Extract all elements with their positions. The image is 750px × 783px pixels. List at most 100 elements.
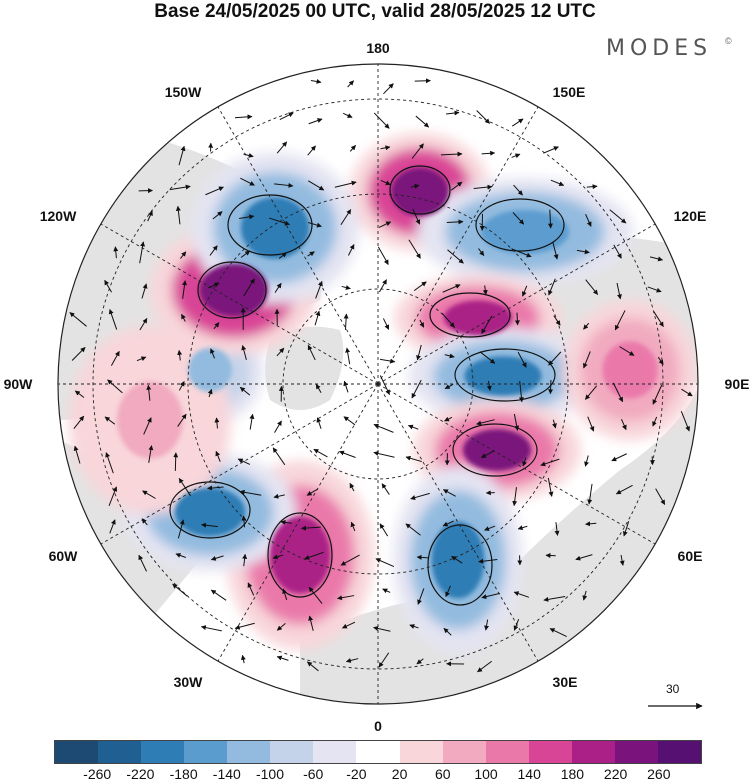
meridian-line [217,383,379,662]
longitude-label: 60E [677,548,703,564]
wind-vector [108,308,118,330]
wind-vector [340,209,352,225]
wind-vector [481,592,500,600]
wind-vector [313,448,328,458]
wind-vector [409,624,419,629]
wind-vector [416,658,424,665]
wind-vector [169,184,191,191]
wind-vector [308,118,323,125]
contour-ring [389,165,451,215]
wind-vector [585,521,597,527]
contour-ring [267,512,333,598]
wind-vector [443,627,452,636]
wind-vector [478,248,485,257]
wind-vector [380,179,391,186]
wind-vector [175,205,181,225]
page-title: Base 24/05/2025 00 UTC, valid 28/05/2025… [154,1,596,22]
wind-vector [575,554,593,561]
wind-vector [239,489,262,496]
wind-vector [307,251,315,257]
wind-vector [553,315,561,326]
contour-ring [169,481,251,539]
wind-vector [349,482,355,492]
meridian-line [377,223,656,385]
wind-vector [139,241,146,264]
wind-vector [380,145,391,151]
wind-vector [307,180,325,191]
wind-vector [405,455,422,463]
wind-vector [213,322,220,330]
latitude-circle [282,288,474,480]
wind-vector [269,217,290,226]
wind-vector [73,445,81,464]
wind-vector [178,477,192,497]
wind-vector [378,652,390,668]
wind-vector [104,279,113,293]
wind-vector [172,583,188,597]
wind-vector [273,493,285,499]
colorbar-swatch [184,741,228,763]
wind-vector [622,521,630,537]
wind-vector [177,519,185,539]
wind-vector [345,658,359,663]
wind-vector [109,519,116,534]
brand-copyright-mark: © [725,36,732,46]
wind-vector [619,554,625,566]
wind-vector [653,311,664,328]
wind-vector [180,251,187,259]
wind-vector [611,453,627,462]
colorbar-tick-label: 180 [560,766,585,782]
wind-vector [205,186,224,196]
wind-vector [481,315,493,334]
longitude-label: 60W [48,548,78,564]
wind-vector [104,416,116,425]
wind-vector [146,384,152,401]
wind-vector [513,591,530,598]
wind-vector [279,112,294,121]
colorbar-swatch [98,741,142,763]
wind-vector [410,492,430,500]
wind-vector [416,554,429,560]
colorbar-tick-label: -60 [303,766,324,782]
wind-vector [314,310,321,326]
colorbar-tick-label: -220 [126,766,155,782]
reference-vector-label: 30 [666,682,680,696]
wind-vector [543,596,566,602]
wind-vector [512,487,518,507]
wind-vector [549,628,567,637]
wind-vector [550,179,565,187]
wind-vector [554,522,560,536]
wind-vector [241,515,247,528]
wind-vector [416,344,422,361]
wind-vector [444,383,454,390]
wind-vector [177,349,183,361]
wind-vector [71,347,86,361]
wind-vector [405,523,421,536]
longitude-label: 30E [552,674,578,690]
wind-vector [383,83,394,95]
contour-ring [429,292,511,338]
wind-vector [207,388,213,398]
wind-vector [241,345,247,360]
wind-vector [215,450,221,462]
anomaly-core [481,210,569,254]
wind-vector [411,379,422,399]
wind-vector [110,350,120,366]
contour-ring [454,348,556,402]
wind-vector [446,219,464,225]
wind-vector [518,380,524,403]
wind-vector [512,212,525,225]
wind-vector [379,358,396,364]
wind-vector [373,112,390,129]
wind-vector [576,249,590,255]
wind-vector [212,211,223,220]
anomaly-core [462,429,532,471]
wind-vector [511,153,521,159]
wind-vector [138,554,147,572]
wind-vector [413,281,427,292]
map-boundary [57,63,699,705]
wind-vector [315,383,322,393]
wind-vector [201,522,218,528]
wind-vector [341,621,356,629]
